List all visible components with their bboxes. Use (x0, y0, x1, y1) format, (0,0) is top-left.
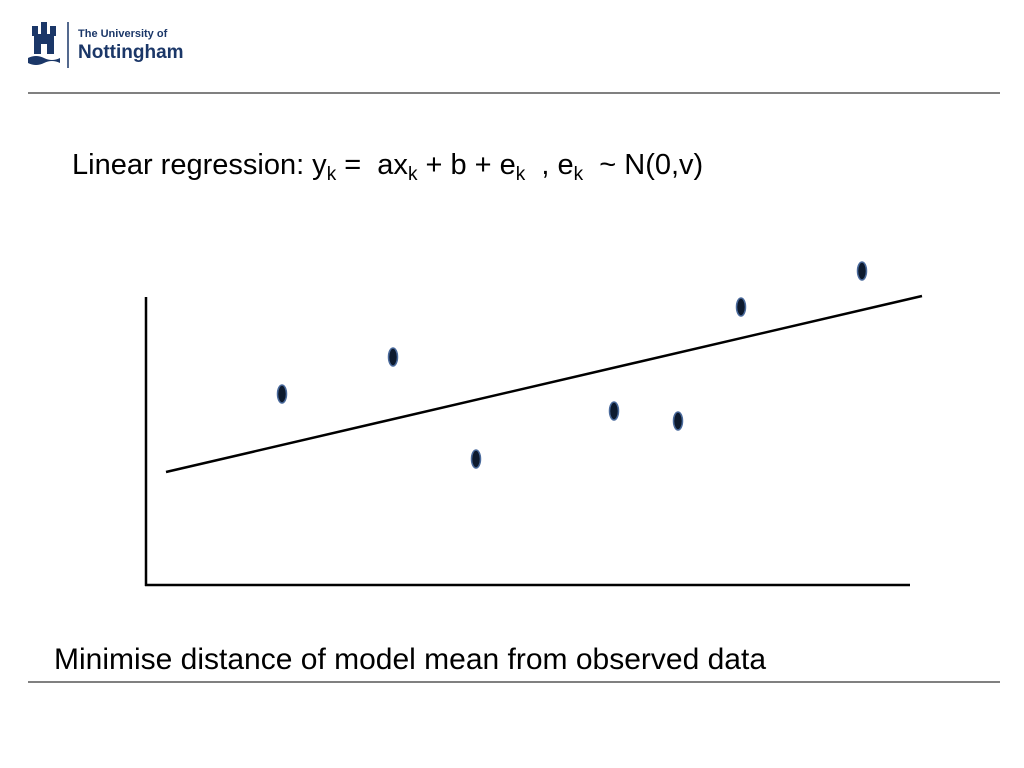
logo-castle (50, 26, 56, 36)
title-subscript: k (574, 164, 584, 185)
logo-door (41, 44, 47, 54)
title-text: + b + e (417, 149, 515, 181)
caption: Minimise distance of model mean from obs… (54, 643, 766, 676)
logo-castle (41, 22, 47, 36)
data-point (735, 297, 747, 317)
title-text: , e (525, 149, 573, 181)
title-subscript: k (516, 164, 526, 185)
logo (28, 22, 60, 65)
data-point (387, 347, 399, 367)
logo-line2: Nottingham (78, 42, 184, 63)
title-subscript: k (327, 164, 337, 185)
title-subscript: k (408, 164, 418, 185)
logo-castle (32, 26, 38, 36)
slide-title: Linear regression: yk = axk + b + ek , e… (72, 149, 703, 185)
logo-line1: The University of (78, 28, 168, 40)
data-point (470, 449, 482, 469)
data-point (276, 384, 288, 404)
data-point (856, 261, 868, 281)
data-point (608, 401, 620, 421)
title-text: = ax (336, 149, 408, 181)
title-text: ~ N(0,v) (583, 149, 703, 181)
title-text: Linear regression: y (72, 149, 327, 181)
data-point (672, 411, 684, 431)
logo-water (28, 56, 60, 65)
regression-line (165, 294, 923, 474)
